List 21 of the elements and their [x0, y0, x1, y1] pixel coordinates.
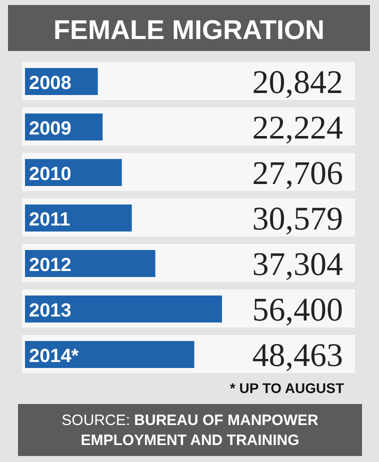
data-label: 48,463	[252, 338, 343, 374]
y-tick-label: 2008	[29, 73, 72, 94]
bar	[25, 296, 222, 322]
bar	[25, 204, 132, 232]
y-tick-label: 2011	[29, 210, 71, 230]
y-tick-label: 2010	[29, 164, 72, 185]
y-tick-label: 2009	[29, 118, 72, 140]
y-tick-label: 2012	[29, 255, 72, 276]
bar	[25, 341, 194, 368]
data-label: 56,400	[252, 292, 343, 328]
text: SOURCE: BUREAU OF MANPOWER EMPLOYMENT AND TRAINING	[62, 412, 318, 449]
text: * UP TO AUGUST	[230, 380, 344, 396]
data-label: 20,842	[252, 65, 343, 101]
data-label: 30,579	[252, 202, 343, 238]
bar	[25, 250, 156, 277]
chart-title: FEMALE MIGRATION	[54, 15, 324, 45]
data-label: 22,224	[252, 110, 343, 146]
data-label: 27,706	[252, 156, 343, 192]
data-label: 37,304	[252, 247, 343, 283]
y-tick-label: 2013	[29, 300, 72, 322]
y-tick-label: 2014*	[29, 346, 80, 367]
